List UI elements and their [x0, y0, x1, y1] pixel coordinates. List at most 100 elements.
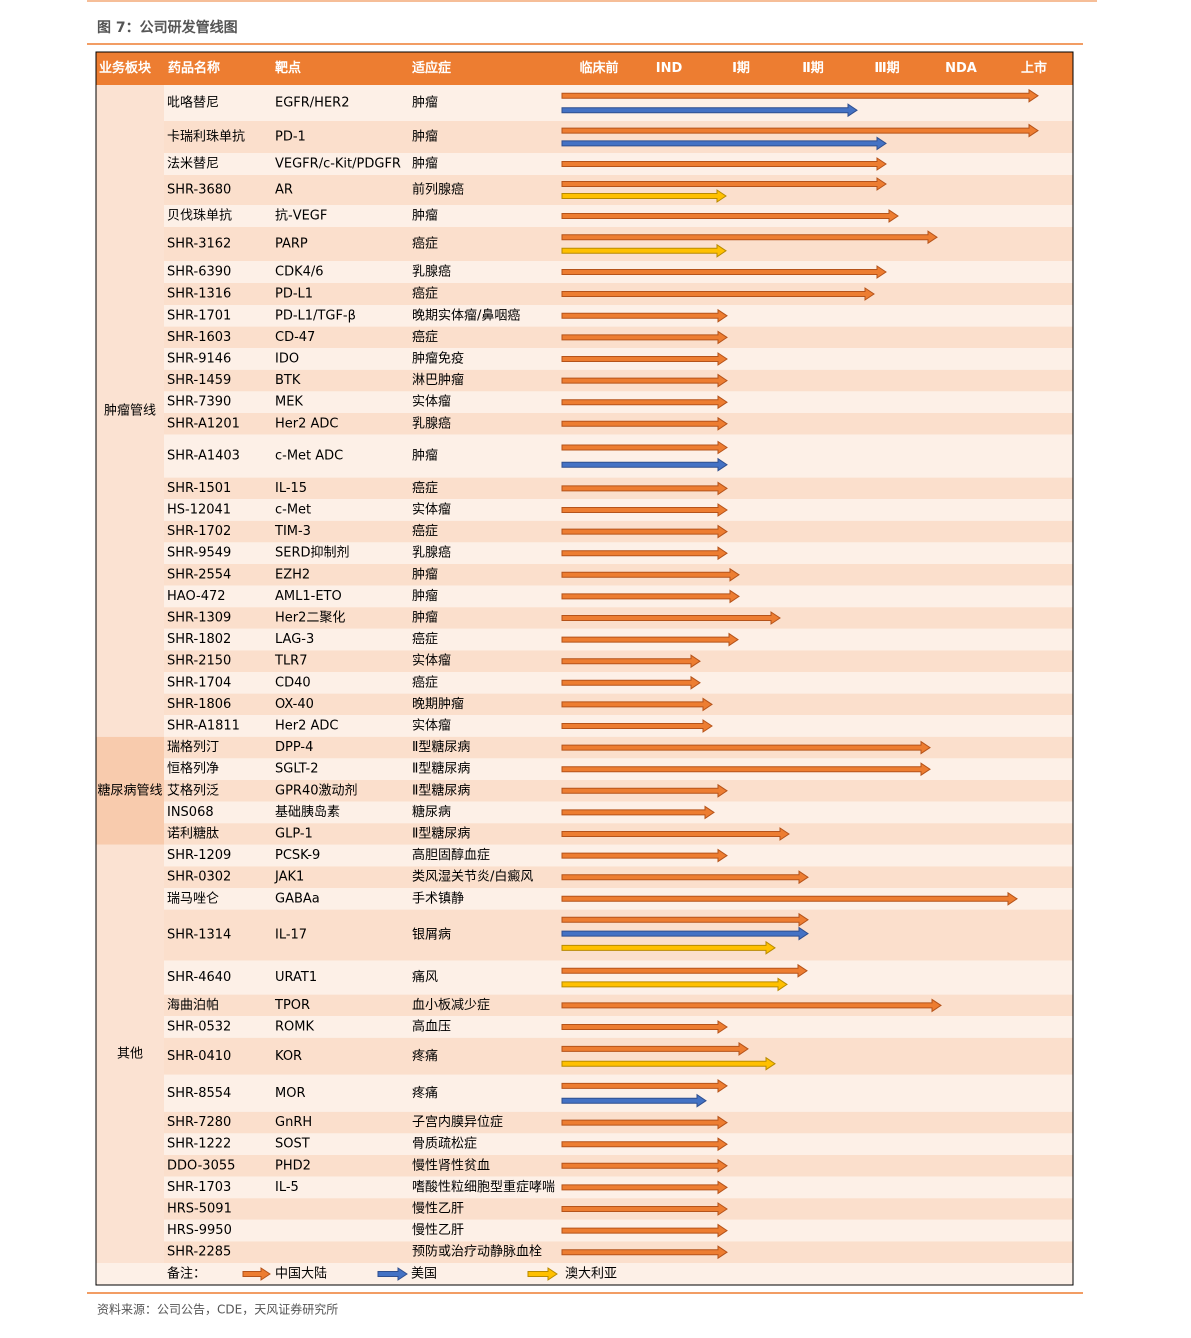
- segment-cell: [96, 85, 164, 737]
- table-border: [95, 51, 1074, 1286]
- drug-name: SHR-4640: [167, 970, 231, 985]
- progress-arrow: [561, 632, 739, 647]
- target: Her2二聚化: [275, 611, 345, 626]
- progress-arrow: [561, 373, 728, 388]
- indication: 实体瘤: [412, 502, 451, 518]
- column-header: NDA: [945, 61, 977, 76]
- target: GLP-1: [275, 827, 313, 842]
- drug-name: SHR-0532: [167, 1020, 231, 1035]
- indication: 慢性乙肝: [412, 1201, 464, 1217]
- progress-arrow: [561, 177, 887, 191]
- progress-arrow: [561, 719, 713, 733]
- progress-arrow: [561, 675, 701, 690]
- drug-name: SHR-1806: [167, 697, 231, 712]
- target: SGLT-2: [275, 762, 319, 777]
- column-header: 上市: [1021, 60, 1047, 76]
- drug-name: SHR-7390: [167, 395, 231, 410]
- progress-arrow: [561, 805, 715, 820]
- target: ROMK: [275, 1020, 314, 1035]
- progress-arrow: [561, 1245, 728, 1260]
- row-bg: [164, 121, 1073, 153]
- progress-arrow: [561, 457, 728, 472]
- drug-name: HRS-9950: [167, 1223, 232, 1238]
- legend-item: 美国: [411, 1267, 437, 1282]
- figure-title: 图 7：公司研发管线图: [97, 19, 238, 36]
- progress-arrow: [561, 697, 713, 712]
- indication: 乳腺癌: [412, 415, 451, 431]
- target: EZH2: [275, 567, 310, 582]
- indication: 乳腺癌: [412, 545, 451, 561]
- target: IDO: [275, 352, 299, 367]
- progress-arrow: [561, 440, 728, 455]
- indication: 晚期实体瘤/鼻咽癌: [412, 307, 520, 323]
- indication: Ⅱ型糖尿病: [412, 826, 470, 842]
- drug-name: SHR-A1811: [167, 719, 240, 734]
- drug-name: SHR-3680: [167, 183, 231, 198]
- indication: 肿瘤: [412, 588, 438, 604]
- progress-arrow: [561, 1020, 728, 1034]
- target: Her2 ADC: [275, 416, 339, 431]
- drug-name: 诺利糖肽: [167, 826, 219, 842]
- target: IL-15: [275, 481, 307, 496]
- target: IL-17: [275, 928, 307, 943]
- progress-arrow: [561, 891, 1018, 906]
- drug-name: SHR-7280: [167, 1115, 231, 1130]
- indication: 癌症: [412, 236, 438, 252]
- drug-name: SHR-0410: [167, 1049, 231, 1064]
- progress-arrow: [561, 395, 728, 410]
- target: AR: [275, 183, 293, 198]
- row-bg: [164, 85, 1073, 121]
- row-bg: [164, 434, 1073, 478]
- progress-arrow: [561, 265, 887, 279]
- drug-name: 吡咯替尼: [167, 96, 219, 111]
- indication: 癌症: [412, 286, 438, 302]
- progress-arrow: [561, 352, 728, 366]
- indication: 慢性肾性贫血: [412, 1157, 490, 1173]
- target: URAT1: [275, 970, 317, 985]
- drug-name: SHR-2285: [167, 1245, 231, 1260]
- indication: 癌症: [412, 329, 438, 345]
- indication: 血小板减少症: [412, 998, 490, 1013]
- indication: Ⅱ型糖尿病: [412, 739, 470, 755]
- progress-arrow: [561, 1180, 728, 1195]
- indication: 糖尿病: [412, 804, 451, 820]
- indication: 肿瘤: [412, 448, 438, 464]
- column-header: 靶点: [275, 60, 301, 76]
- target: GABAa: [275, 891, 320, 906]
- progress-arrow: [561, 88, 1039, 103]
- indication: 疼痛: [412, 1048, 438, 1064]
- column-header: 适应症: [412, 60, 451, 76]
- progress-arrow: [561, 1078, 728, 1093]
- indication: 慢性乙肝: [412, 1222, 464, 1238]
- target: JAK1: [274, 870, 304, 885]
- progress-arrow: [242, 1267, 271, 1281]
- indication: 肿瘤: [412, 208, 438, 224]
- progress-arrow: [527, 1267, 558, 1281]
- target: CDK4/6: [275, 265, 324, 280]
- indication: 癌症: [412, 631, 438, 647]
- progress-arrow: [561, 762, 931, 777]
- progress-arrow: [561, 870, 809, 885]
- drug-name: SHR-1802: [167, 632, 231, 647]
- drug-name: 卡瑞利珠单抗: [167, 130, 245, 145]
- target: 基础胰岛素: [275, 804, 340, 820]
- drug-name: SHR-1309: [167, 611, 231, 626]
- drug-name: SHR-A1201: [167, 416, 240, 431]
- drug-name: INS068: [167, 805, 214, 820]
- target: MOR: [275, 1086, 305, 1101]
- column-header: 临床前: [579, 60, 618, 76]
- indication: 乳腺癌: [412, 264, 451, 280]
- target: TIM-3: [274, 524, 311, 539]
- drug-name: SHR-0302: [167, 870, 231, 885]
- progress-arrow: [561, 1041, 749, 1056]
- progress-arrow: [561, 567, 740, 582]
- indication: 骨质疏松症: [412, 1137, 477, 1152]
- drug-name: 瑞格列汀: [167, 739, 219, 755]
- progress-arrow: [561, 912, 809, 927]
- progress-arrow: [561, 977, 788, 992]
- target: PCSK-9: [275, 848, 320, 863]
- target: PD-L1/TGF-β: [275, 308, 356, 323]
- progress-arrow: [561, 481, 728, 496]
- progress-arrow: [561, 330, 728, 345]
- indication: 手术镇静: [412, 891, 464, 906]
